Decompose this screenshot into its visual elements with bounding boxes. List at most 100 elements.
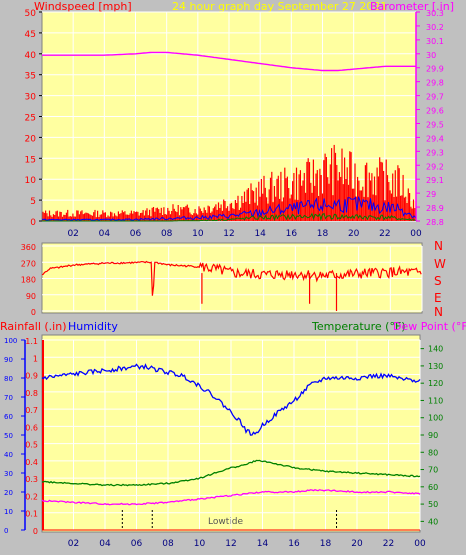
humidity-line — [41, 363, 421, 436]
temperature-tick-label: 70 — [428, 466, 438, 475]
rainfall-label: Rainfall (.in) — [0, 320, 67, 333]
humidity-x-tick-label: 12 — [225, 539, 236, 549]
wind-y-tick-label: 45 — [25, 30, 36, 40]
rainfall-tick-label: 0.9 — [25, 372, 38, 381]
barometer-tick-label: 30.2 — [426, 23, 444, 32]
humidity-tick-label: 50 — [4, 432, 13, 440]
wind-average-line — [42, 196, 416, 221]
lowtide-label: Lowtide — [208, 517, 243, 527]
wind-x-tick-label: 12 — [223, 229, 234, 239]
rainfall-tick-label: 0.7 — [25, 406, 38, 415]
direction-letter-e: E — [434, 291, 442, 305]
wind-y-tick-label: 50 — [25, 9, 37, 19]
wind-x-tick-label: 18 — [317, 229, 329, 239]
direction-letter-n-bottom: N — [434, 305, 443, 319]
barometer-tick-label: 29.1 — [426, 176, 444, 185]
humidity-label: Humidity — [68, 320, 118, 333]
barometer-tick-label: 30.3 — [426, 9, 444, 18]
barometer-tick-label: 30 — [426, 51, 436, 60]
humidity-tick-label: 40 — [4, 451, 13, 459]
wind-y-tick-label: 0 — [30, 218, 36, 228]
direction-y-tick-label: 270 — [21, 259, 36, 268]
humidity-x-tick-label: 22 — [383, 539, 394, 549]
barometer-tick-label: 29.2 — [426, 162, 444, 171]
humidity-tick-label: 10 — [4, 508, 13, 516]
wind-x-tick-label: 08 — [161, 229, 173, 239]
humidity-x-tick-label: 06 — [131, 539, 143, 549]
humidity-tick-label: 20 — [4, 489, 13, 497]
temperature-tick-label: 80 — [428, 448, 438, 457]
wind-y-tick-label: 5 — [30, 197, 36, 207]
wind-x-tick-label: 22 — [379, 229, 390, 239]
wind-x-tick-label: 04 — [99, 229, 111, 239]
barometer-tick-label: 29.3 — [426, 148, 444, 157]
rainfall-tick-label: 0.1 — [25, 510, 38, 519]
barometer-tick-label: 28.9 — [426, 204, 444, 213]
humidity-x-tick-label: 08 — [162, 539, 174, 549]
wind-direction-line — [41, 260, 422, 296]
barometer-label: Barometer [.in] — [370, 0, 454, 13]
humidity-tick-label: 70 — [4, 394, 13, 402]
barometer-tick-label: 30.1 — [426, 37, 444, 46]
wind-x-tick-label: 10 — [192, 229, 204, 239]
wind-x-tick-label: 06 — [130, 229, 142, 239]
humidity-tick-label: 60 — [4, 413, 13, 421]
temperature-line — [41, 459, 421, 487]
rainfall-tick-label: 0.2 — [25, 492, 38, 501]
rainfall-tick-label: 1.1 — [25, 337, 38, 346]
wind-x-tick-label: 00 — [410, 229, 422, 239]
humidity-x-tick-label: 20 — [351, 539, 363, 549]
barometer-tick-label: 29.5 — [426, 120, 444, 129]
wind-y-tick-label: 15 — [25, 155, 36, 165]
rainfall-tick-label: 0.3 — [25, 475, 38, 484]
humidity-x-tick-label: 18 — [320, 539, 332, 549]
barometer-line — [42, 51, 416, 72]
humidity-x-tick-label: 14 — [257, 539, 269, 549]
wind-x-tick-label: 20 — [348, 229, 360, 239]
wind-y-tick-label: 20 — [25, 134, 37, 144]
temperature-tick-label: 110 — [428, 396, 443, 405]
humidity-tick-label: 80 — [4, 375, 13, 383]
temperature-tick-label: 90 — [428, 431, 438, 440]
direction-letter-s: S — [434, 274, 442, 288]
direction-y-tick-label: 90 — [26, 292, 36, 301]
dewpoint-label: Dew Point (°F) — [393, 320, 466, 333]
wind-low-line — [42, 212, 416, 222]
humidity-x-tick-label: 00 — [414, 539, 426, 549]
temperature-tick-label: 100 — [428, 414, 443, 423]
humidity-x-tick-label: 04 — [99, 539, 111, 549]
direction-y-tick-label: 0 — [31, 308, 36, 317]
temperature-tick-label: 60 — [428, 483, 438, 492]
humidity-x-tick-label: 16 — [288, 539, 300, 549]
rainfall-tick-label: 0 — [33, 527, 38, 536]
humidity-tick-label: 30 — [4, 470, 13, 478]
barometer-tick-label: 29.4 — [426, 134, 444, 143]
rainfall-tick-label: 1 — [33, 354, 38, 363]
rainfall-tick-label: 0.6 — [25, 423, 38, 432]
temperature-tick-label: 120 — [428, 379, 443, 388]
temperature-label: Temperature (°F) — [311, 320, 406, 333]
barometer-tick-label: 28.8 — [426, 218, 444, 227]
barometer-tick-label: 29.6 — [426, 107, 444, 116]
temperature-tick-label: 40 — [428, 517, 438, 526]
temperature-tick-label: 50 — [428, 500, 438, 509]
wind-y-tick-label: 10 — [25, 176, 37, 186]
humidity-x-tick-label: 10 — [194, 539, 206, 549]
humidity-tick-label: 0 — [4, 527, 8, 535]
rainfall-tick-label: 0.5 — [25, 441, 38, 450]
windspeed-label: Windspeed [mph] — [34, 0, 132, 13]
barometer-tick-label: 29 — [426, 190, 436, 199]
humidity-x-tick-label: 02 — [68, 539, 79, 549]
wind-x-tick-label: 16 — [286, 229, 298, 239]
wind-y-tick-label: 25 — [25, 114, 36, 124]
humidity-tick-label: 100 — [4, 337, 17, 345]
barometer-tick-label: 29.9 — [426, 65, 444, 74]
rainfall-tick-label: 0.4 — [25, 458, 38, 467]
direction-y-tick-label: 360 — [21, 243, 36, 252]
dewpoint-line — [41, 488, 421, 506]
temperature-tick-label: 130 — [428, 362, 443, 371]
rainfall-tick-label: 0.8 — [25, 389, 38, 398]
wind-y-tick-label: 35 — [25, 72, 36, 82]
